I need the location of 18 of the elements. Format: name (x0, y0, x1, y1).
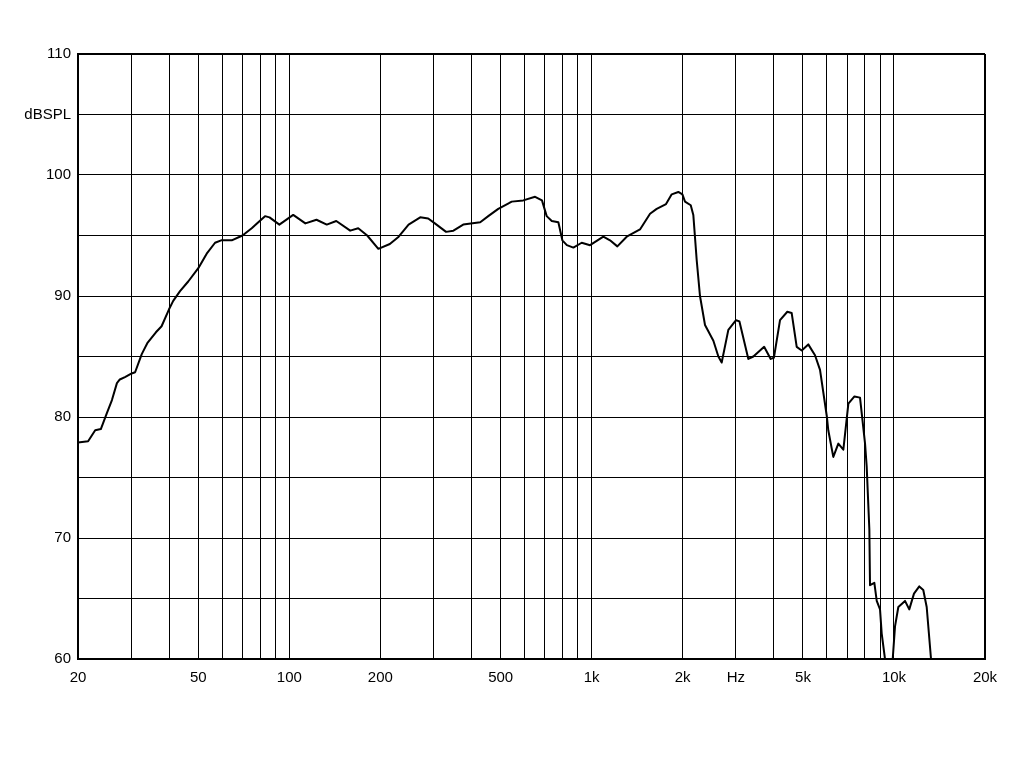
x-tick-label: 10k (881, 668, 907, 686)
x-tick-label: 100 (276, 668, 302, 686)
x-tick-label: 200 (367, 668, 393, 686)
y-tick-label: 110 (47, 44, 71, 62)
x-tick-label: 50 (189, 668, 207, 686)
y-tick-label: 60 (54, 649, 71, 667)
x-tick-label: 20k (972, 668, 998, 686)
x-tick-label: 5k (795, 668, 812, 686)
y-tick-label: 100 (45, 165, 71, 183)
y-tick-label: 80 (54, 407, 71, 425)
y-tick-label: 70 (54, 528, 71, 546)
x-tick-label: 1k (583, 668, 601, 686)
y-tick-label: 90 (54, 286, 71, 304)
x-tick-label: 2k (674, 668, 692, 686)
x-tick-label: Hz (726, 668, 746, 686)
y-tick-label: dBSPL (24, 104, 71, 122)
x-tick-label: 20 (69, 668, 87, 686)
x-tick-label: 500 (488, 668, 514, 686)
